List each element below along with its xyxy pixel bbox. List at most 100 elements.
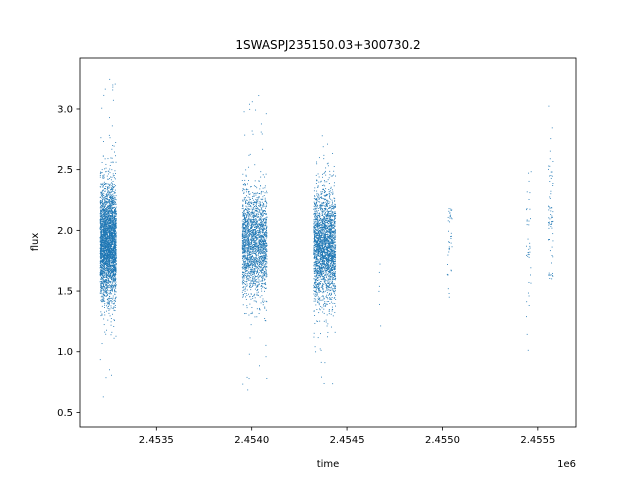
- data-point: [109, 285, 111, 287]
- data-point: [106, 216, 108, 218]
- data-point: [244, 213, 246, 214]
- data-point: [241, 246, 243, 248]
- data-point: [102, 288, 104, 290]
- data-point: [266, 301, 268, 303]
- data-point: [263, 255, 265, 256]
- data-point: [243, 193, 245, 195]
- data-point: [106, 282, 108, 284]
- data-point: [106, 236, 108, 238]
- data-point: [258, 253, 260, 255]
- data-point: [109, 216, 111, 218]
- data-point: [107, 221, 109, 222]
- data-point: [101, 194, 103, 196]
- data-point: [260, 171, 262, 173]
- data-point: [251, 252, 252, 254]
- data-point: [108, 184, 110, 186]
- data-point: [101, 268, 103, 270]
- data-point: [100, 192, 102, 194]
- data-point: [100, 235, 102, 237]
- data-point: [253, 278, 255, 280]
- data-point: [115, 270, 116, 272]
- data-point: [257, 237, 259, 239]
- data-point: [102, 256, 104, 258]
- data-point: [113, 249, 114, 251]
- data-point: [252, 296, 253, 297]
- data-point: [100, 235, 102, 237]
- data-point: [114, 233, 116, 235]
- data-point: [251, 235, 253, 237]
- data-point: [258, 259, 260, 261]
- data-point: [249, 233, 251, 235]
- data-point: [242, 240, 244, 241]
- data-point: [103, 240, 105, 242]
- data-point: [101, 169, 103, 171]
- data-point: [259, 258, 261, 260]
- data-point: [256, 221, 258, 223]
- data-point: [100, 233, 102, 235]
- data-point: [250, 221, 252, 223]
- data-point: [109, 255, 111, 257]
- data-point: [108, 235, 110, 237]
- data-point: [111, 204, 113, 206]
- data-point: [256, 222, 257, 224]
- data-point: [257, 250, 258, 252]
- data-point: [103, 260, 105, 262]
- data-point: [245, 214, 247, 216]
- data-point: [112, 161, 114, 163]
- data-point: [112, 197, 114, 199]
- data-point: [250, 227, 252, 229]
- data-point: [108, 299, 110, 301]
- data-point: [262, 261, 264, 262]
- data-point: [114, 252, 116, 254]
- data-point: [244, 222, 246, 224]
- data-point: [105, 167, 107, 169]
- data-point: [242, 200, 244, 202]
- data-point: [108, 303, 110, 305]
- data-point: [107, 300, 109, 302]
- data-point: [260, 244, 262, 246]
- data-point: [114, 284, 116, 286]
- data-point: [111, 241, 113, 242]
- data-point: [107, 319, 109, 321]
- data-point: [115, 270, 117, 272]
- data-point: [101, 202, 103, 204]
- data-point: [106, 224, 108, 226]
- data-point: [100, 300, 102, 302]
- data-point: [115, 206, 117, 208]
- data-point: [113, 228, 115, 230]
- data-point: [110, 228, 112, 230]
- data-point: [263, 243, 265, 245]
- data-point: [104, 314, 106, 316]
- data-point: [115, 255, 117, 257]
- data-point: [265, 251, 267, 253]
- data-point: [112, 230, 114, 232]
- data-point: [102, 189, 104, 191]
- data-point: [257, 234, 259, 235]
- data-point: [115, 252, 117, 254]
- data-point: [247, 244, 249, 246]
- data-point: [250, 293, 252, 295]
- data-point: [263, 218, 264, 220]
- data-point: [261, 256, 263, 257]
- data-point: [250, 251, 252, 253]
- data-point: [106, 270, 108, 272]
- data-point: [265, 201, 267, 203]
- data-point: [110, 212, 112, 214]
- data-point: [245, 245, 246, 247]
- data-point: [255, 194, 257, 196]
- data-point: [113, 270, 115, 272]
- data-point: [251, 238, 252, 240]
- data-point: [251, 198, 253, 199]
- data-point: [243, 238, 245, 240]
- data-point: [108, 231, 110, 233]
- data-point: [113, 286, 115, 288]
- data-point: [264, 243, 266, 245]
- data-point: [241, 274, 243, 275]
- data-point: [256, 294, 258, 296]
- data-point: [112, 286, 114, 288]
- data-point: [109, 196, 111, 198]
- data-point: [101, 206, 103, 208]
- data-point: [255, 248, 257, 249]
- data-point: [244, 272, 246, 274]
- data-point: [111, 241, 113, 243]
